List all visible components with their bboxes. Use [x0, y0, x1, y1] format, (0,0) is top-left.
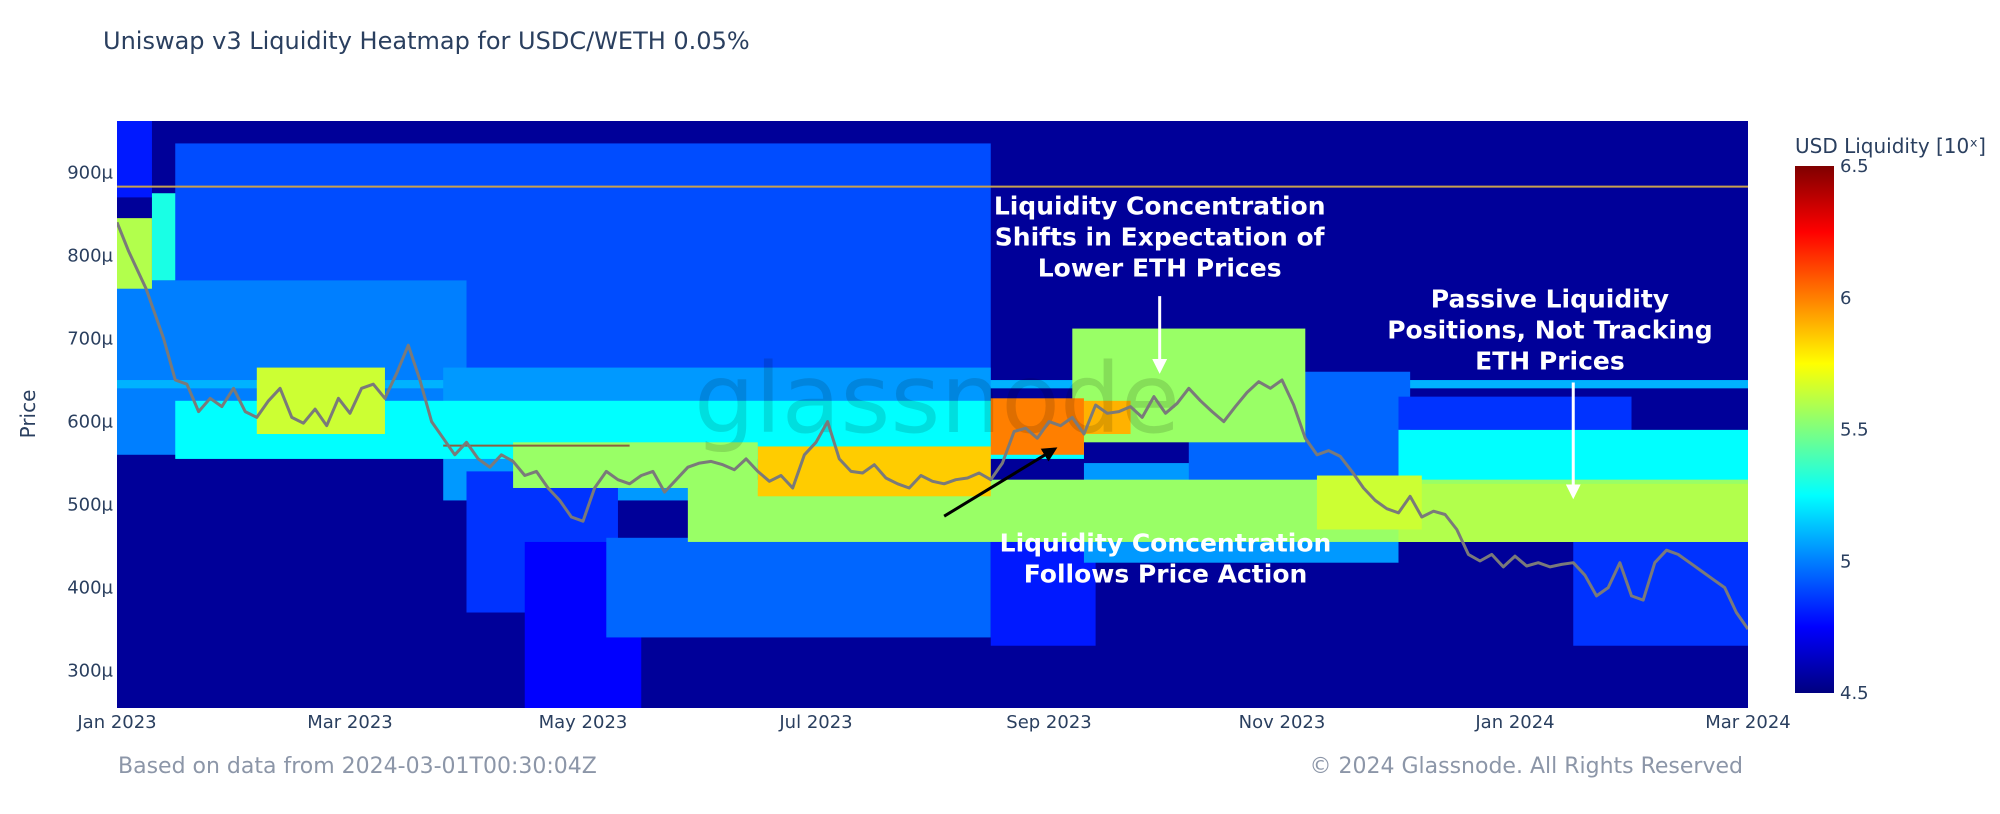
x-tick-label: Sep 2023 [1006, 712, 1091, 733]
chart-title: Uniswap v3 Liquidity Heatmap for USDC/WE… [103, 27, 750, 55]
y-axis-title: Price [16, 390, 40, 439]
colorbar-tick-label: 5.5 [1840, 420, 1869, 441]
y-tick-label: 800µ [67, 246, 113, 267]
y-tick-label: 500µ [67, 495, 113, 516]
y-tick-label: 900µ [67, 162, 113, 183]
y-tick-label: 300µ [67, 661, 113, 682]
annotation-text-line: Follows Price Action [1024, 559, 1308, 588]
x-tick-label: Jan 2023 [76, 712, 156, 733]
footer-source-note: Based on data from 2024-03-01T00:30:04Z [118, 754, 597, 779]
y-tick-label: 700µ [67, 329, 113, 350]
liquidity-band [1573, 537, 1748, 646]
colorbar-tick-label: 6.5 [1840, 156, 1869, 177]
colorbar-tick-label: 4.5 [1840, 683, 1869, 704]
annotation-text-line: Liquidity Concentration [1000, 528, 1332, 557]
liquidity-band [606, 537, 991, 638]
colorbar [1795, 166, 1834, 693]
liquidity-band [1398, 396, 1632, 430]
x-tick-label: Jul 2023 [778, 712, 852, 733]
x-tick-label: Nov 2023 [1239, 712, 1326, 733]
colorbar-ticks: 6.5 6 5.5 5 4.5 [1840, 156, 1869, 704]
annotation-text-line: Positions, Not Tracking [1387, 316, 1713, 345]
liquidity-band [990, 398, 1084, 455]
footer-copyright: © 2024 Glassnode. All Rights Reserved [1310, 754, 1743, 779]
y-tick-label: 600µ [67, 412, 113, 433]
annotation-arrow [943, 447, 1058, 518]
x-tick-label: Jan 2024 [1474, 712, 1554, 733]
colorbar-tick-label: 6 [1840, 288, 1851, 309]
x-tick-label: Mar 2024 [1705, 712, 1791, 733]
liquidity-band [757, 446, 991, 497]
watermark: glassnode [694, 343, 1180, 455]
price-series-line [117, 221, 1748, 630]
colorbar-tick-label: 5 [1840, 551, 1851, 572]
annotation-text-line: Liquidity Concentration [994, 192, 1326, 221]
annotation-text-line: Lower ETH Prices [1038, 254, 1282, 283]
colorbar-title: USD Liquidity [10ˣ] [1795, 134, 1986, 158]
x-tick-label: May 2023 [539, 712, 628, 733]
liquidity-band [990, 529, 1096, 646]
annotation-text-line: ETH Prices [1475, 347, 1625, 376]
y-axis: 300µ 400µ 500µ 600µ 700µ 800µ 900µ [67, 162, 113, 681]
annotation-text-line: Shifts in Expectation of [995, 223, 1326, 252]
reference-lines [117, 185, 1748, 447]
liquidity-band [256, 367, 385, 435]
liquidity-band [117, 121, 152, 198]
x-axis: Jan 2023 Mar 2023 May 2023 Jul 2023 Sep 2023… [76, 712, 1790, 733]
y-tick-label: 400µ [67, 578, 113, 599]
liquidity-band [117, 218, 152, 289]
annotation-text-line: Passive Liquidity [1431, 285, 1669, 314]
x-tick-label: Mar 2023 [307, 712, 393, 733]
